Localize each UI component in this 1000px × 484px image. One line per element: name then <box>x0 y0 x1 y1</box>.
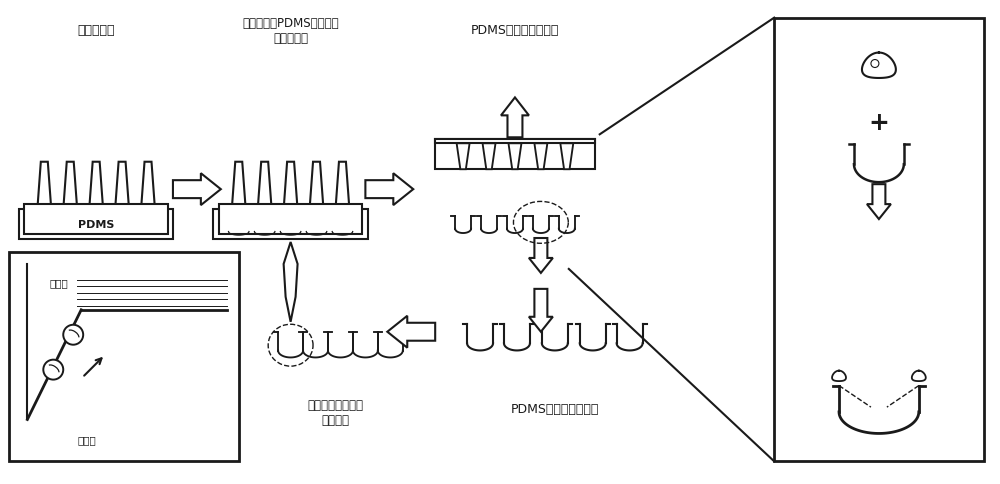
Text: 毛细管力使PDMS溶液沿圆
台针壁上升: 毛细管力使PDMS溶液沿圆 台针壁上升 <box>242 16 339 45</box>
Polygon shape <box>62 163 79 234</box>
Bar <box>24 204 168 234</box>
Circle shape <box>63 325 83 345</box>
Circle shape <box>871 60 879 68</box>
Polygon shape <box>483 144 496 170</box>
Polygon shape <box>139 163 157 234</box>
Text: PDMS: PDMS <box>78 220 114 229</box>
Polygon shape <box>867 185 891 220</box>
Polygon shape <box>284 242 298 322</box>
Polygon shape <box>113 163 131 234</box>
Polygon shape <box>308 163 325 234</box>
Polygon shape <box>508 144 521 170</box>
Bar <box>219 204 362 234</box>
Polygon shape <box>230 163 247 234</box>
Polygon shape <box>87 163 105 234</box>
Polygon shape <box>457 144 470 170</box>
Polygon shape <box>334 163 351 234</box>
Polygon shape <box>501 98 529 138</box>
Bar <box>435 140 595 144</box>
Text: 亲水面: 亲水面 <box>50 277 69 287</box>
Polygon shape <box>387 316 435 348</box>
Text: 激光加工选择性去
除亲水层: 激光加工选择性去 除亲水层 <box>307 398 363 425</box>
Bar <box>774 18 984 461</box>
Polygon shape <box>282 163 299 234</box>
Polygon shape <box>560 144 573 170</box>
Bar <box>9 253 239 461</box>
Text: +: + <box>868 111 889 135</box>
Polygon shape <box>529 289 553 332</box>
Text: PDMS脱模、固化成型: PDMS脱模、固化成型 <box>471 24 559 37</box>
Bar <box>213 210 368 240</box>
Circle shape <box>43 360 63 380</box>
Polygon shape <box>36 163 53 234</box>
Bar <box>435 140 595 170</box>
Polygon shape <box>256 163 273 234</box>
Polygon shape <box>173 174 221 206</box>
Polygon shape <box>529 239 553 273</box>
Bar <box>19 210 173 240</box>
Text: 疏水面: 疏水面 <box>78 435 97 444</box>
Text: 圆台针阵列: 圆台针阵列 <box>77 24 115 37</box>
Polygon shape <box>365 174 413 206</box>
Polygon shape <box>534 144 547 170</box>
Text: PDMS表面亲水化处理: PDMS表面亲水化处理 <box>511 402 599 415</box>
